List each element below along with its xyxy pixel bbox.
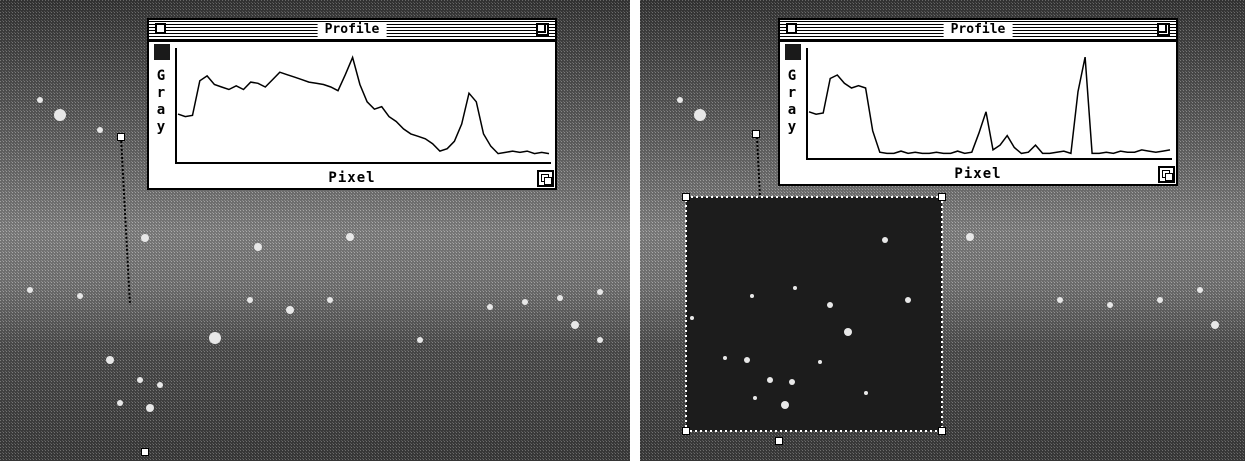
profile-plot-left	[175, 48, 551, 164]
image-panel-left: Profile Gray Pixel	[0, 0, 630, 461]
profile-window-left[interactable]: Profile Gray Pixel	[147, 18, 557, 190]
grow-box-icon[interactable]	[537, 170, 554, 187]
window-title-bar[interactable]: Profile	[780, 20, 1176, 42]
plot-axes	[175, 48, 551, 164]
y-axis-label: Gray	[787, 68, 797, 135]
profile-line-right	[756, 136, 761, 198]
profile-line-end-handle[interactable]	[141, 448, 149, 456]
selection-handle-top-left[interactable]	[682, 193, 690, 201]
close-box-icon[interactable]	[155, 23, 166, 34]
close-box-icon[interactable]	[786, 23, 797, 34]
window-title: Profile	[943, 22, 1013, 37]
profile-line-left	[120, 136, 131, 306]
grow-box-icon[interactable]	[1158, 166, 1175, 183]
y-axis-label: Gray	[156, 68, 166, 135]
profile-line-end-handle[interactable]	[775, 437, 783, 445]
zoom-box-icon[interactable]	[1157, 23, 1170, 36]
selection-handle-bottom-left[interactable]	[682, 427, 690, 435]
selection-handle-bottom-right[interactable]	[938, 427, 946, 435]
profile-window-right[interactable]: Profile Gray Pixel	[778, 18, 1178, 186]
profile-curve	[177, 55, 550, 155]
x-axis-label: Pixel	[328, 170, 376, 186]
gray-color-swatch	[154, 44, 170, 60]
selection-handle-top-right[interactable]	[938, 193, 946, 201]
zoom-box-icon[interactable]	[536, 23, 549, 36]
profile-line-start-handle[interactable]	[752, 130, 760, 138]
window-title-bar[interactable]: Profile	[149, 20, 555, 42]
gray-color-swatch	[785, 44, 801, 60]
profile-curve	[808, 56, 1171, 155]
profile-line-start-handle[interactable]	[117, 133, 125, 141]
grayscale-image-right	[640, 0, 1245, 461]
window-title: Profile	[317, 22, 387, 37]
image-panel-right: Profile Gray Pixel	[640, 0, 1245, 461]
x-axis-label: Pixel	[954, 166, 1002, 182]
plot-axes	[806, 48, 1172, 160]
profile-plot-right	[806, 48, 1172, 160]
